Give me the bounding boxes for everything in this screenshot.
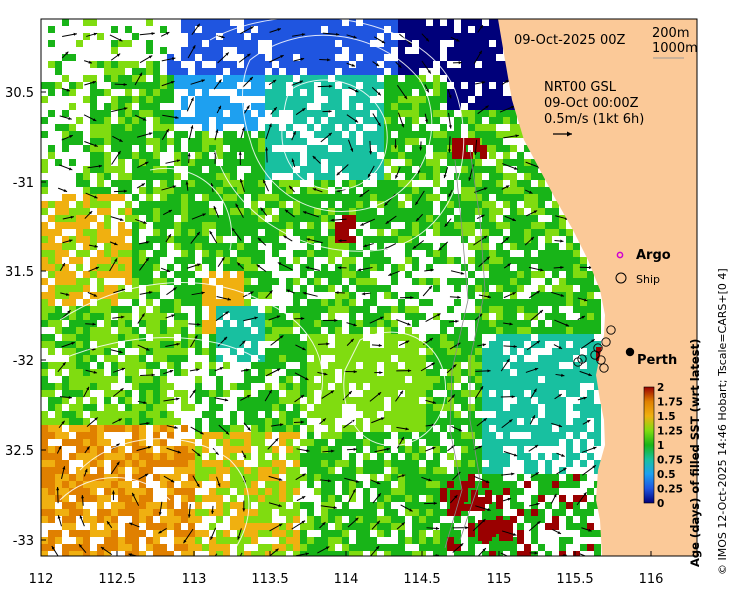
argo-marker	[616, 251, 624, 259]
x-tick-label: 113.5	[251, 572, 288, 587]
vector-legend-scale: 0.5m/s (1kt 6h)	[544, 112, 644, 127]
bathymetry-contour	[459, 149, 486, 541]
x-tick-label: 114	[334, 572, 359, 587]
colorbar-tick-label: 1.75	[657, 397, 683, 409]
depth-contour-label-1000: 1000m	[652, 41, 698, 56]
ship-legend-marker	[615, 272, 627, 284]
y-tick-label: 30.5	[5, 86, 34, 101]
x-tick-label: 115.5	[556, 572, 593, 587]
colorbar-tick-label: 1	[657, 440, 664, 452]
x-tick-label: 115	[487, 572, 512, 587]
map-date-title: 09-Oct-2025 00Z	[514, 33, 626, 48]
y-tick-label: -32	[13, 354, 34, 369]
bathymetry-contour	[444, 159, 469, 549]
argo-label: Argo	[636, 248, 671, 263]
colorbar-tick-label: 2	[657, 382, 664, 394]
colorbar-tick-label: 1.5	[657, 411, 676, 423]
current-vectors	[51, 23, 597, 556]
x-tick-label: 113	[182, 572, 207, 587]
colorbar-tick-label: 0.75	[657, 455, 683, 467]
credit-line: © IMOS 12-Oct-2025 14:46 Hobart; Tscale=…	[716, 268, 729, 575]
vector-scale-arrow	[553, 131, 572, 137]
perth-marker	[625, 347, 635, 357]
plot-frame	[40, 18, 698, 557]
x-axis-ticks: 112 112.5 113 113.5 114 114.5 115 115.5 116	[29, 551, 664, 587]
city-label-perth: Perth	[637, 353, 677, 368]
x-tick-label: 112	[29, 572, 54, 587]
colorbar-tick-label: 0.25	[657, 484, 683, 496]
y-tick-label: -33	[13, 534, 34, 549]
ship-positions	[573, 325, 616, 373]
colorbar-tick-label: 0.5	[657, 469, 676, 481]
y-tick-label: 32.5	[5, 444, 34, 459]
colorbar-scale	[643, 386, 655, 504]
depth-contour-label-200: 200m	[652, 26, 689, 41]
colorbar: 2 1.75 1.5 1.25 1 0.75 0.5 0.25 0	[643, 382, 683, 510]
colorbar-title: Age (days) of filled SST (wrt latest)	[688, 338, 702, 567]
vector-legend-time: 09-Oct 00:00Z	[544, 96, 639, 111]
y-tick-label: 31.5	[5, 265, 34, 280]
y-tick-label: -31	[13, 176, 34, 191]
y-axis-ticks: 30.5 -31 31.5 -32 32.5 -33	[5, 86, 46, 549]
colorbar-tick-label: 0	[657, 498, 664, 510]
ship-label: Ship	[636, 273, 660, 286]
x-tick-label: 116	[639, 572, 664, 587]
sst-age-cells	[41, 19, 610, 556]
vector-legend-source: NRT00 GSL	[544, 80, 617, 95]
x-tick-label: 112.5	[98, 572, 135, 587]
colorbar-tick-label: 1.25	[657, 426, 683, 438]
x-tick-label: 114.5	[403, 572, 440, 587]
